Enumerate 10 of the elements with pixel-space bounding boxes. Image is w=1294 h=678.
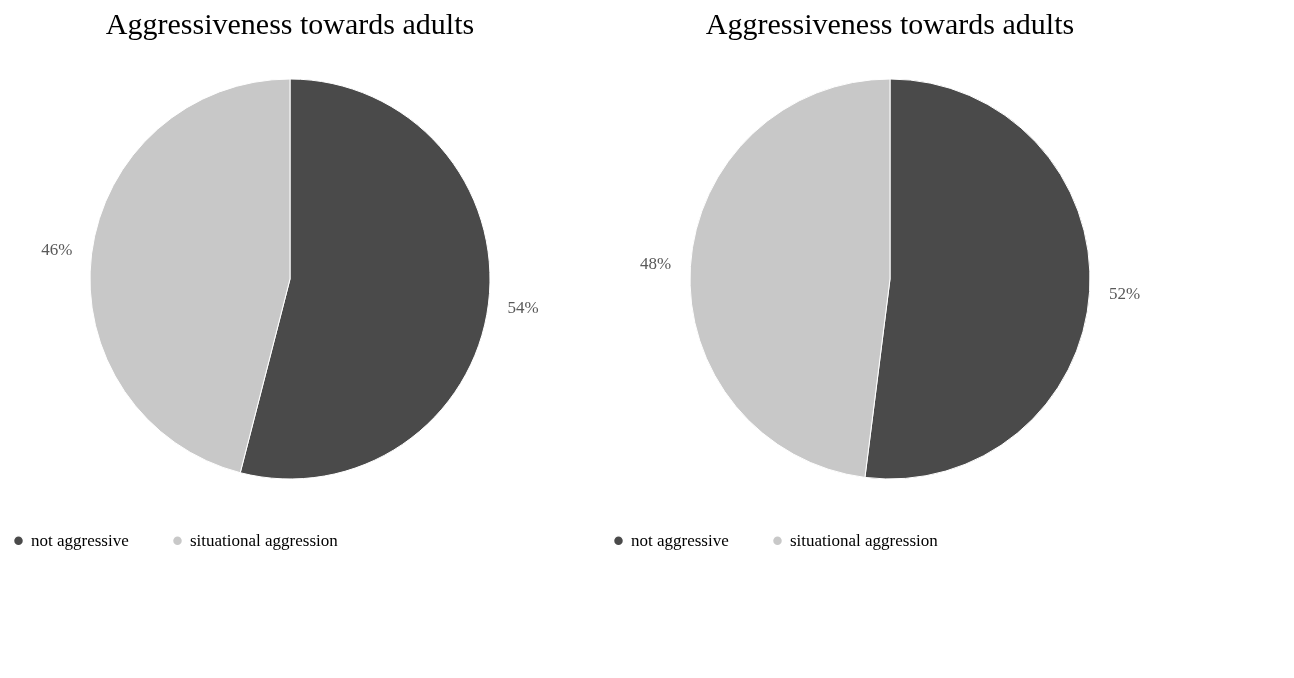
chart-title: Aggressiveness towards adults [705,7,1075,40]
chart-title: Aggressiveness towards adults [105,7,475,40]
data-label: 54% [507,298,539,318]
data-label: 46% [41,239,73,259]
legend-label: situational aggression [790,530,939,550]
legend-label: situational aggression [190,530,339,550]
data-label: 48% [639,254,672,274]
data-label: 52% [1108,283,1141,303]
legend-label: not aggressive [31,530,129,550]
legend-label: not aggressive [631,530,729,550]
